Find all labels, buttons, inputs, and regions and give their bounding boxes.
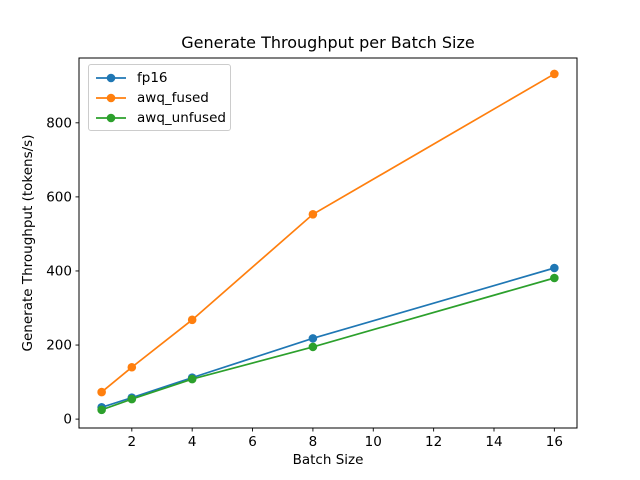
x-tick-label: 2	[128, 434, 137, 450]
legend-label: awq_unfused	[137, 110, 226, 126]
series-marker-awq_fused	[127, 362, 137, 372]
x-tick-label: 4	[188, 434, 197, 450]
y-tick-label: 800	[46, 115, 72, 131]
x-tick-label: 12	[425, 434, 442, 450]
legend: fp16 awq_fused awq_unfused	[88, 64, 231, 131]
legend-sample-marker	[106, 93, 116, 103]
series-marker-fp16	[308, 334, 318, 343]
series-marker-fp16	[550, 263, 559, 273]
x-tick-label: 14	[485, 434, 502, 450]
legend-swatch-line-marker-icon	[96, 93, 126, 103]
series-marker-awq_fused	[187, 315, 197, 325]
x-axis-label: Batch Size	[292, 452, 364, 468]
series-marker-awq_unfused	[550, 273, 559, 283]
plot-border	[78, 57, 578, 429]
x-tick-label: 10	[365, 434, 382, 450]
legend-label: awq_fused	[137, 90, 209, 106]
y-axis-label: Generate Throughput (tokens/s)	[20, 134, 36, 352]
legend-item: awq_fused	[93, 88, 224, 108]
series-line-awq_unfused	[100, 277, 556, 411]
series-marker-awq_unfused	[97, 405, 106, 415]
y-tick-label: 600	[46, 189, 72, 205]
series-marker-awq_fused	[97, 387, 106, 397]
legend-sample-marker	[106, 113, 116, 123]
series-marker-awq_unfused	[308, 342, 318, 352]
x-tick-label: 8	[309, 434, 318, 450]
legend-swatch-line-marker-icon	[96, 113, 126, 123]
chart-title: Generate Throughput per Batch Size	[181, 33, 475, 52]
series-marker-awq_unfused	[187, 374, 197, 384]
y-tick-label: 200	[46, 338, 72, 354]
x-tick-label: 16	[546, 434, 563, 450]
legend-swatch-line-marker-icon	[96, 73, 126, 83]
legend-label: fp16	[137, 70, 168, 86]
y-tick-label: 0	[63, 412, 72, 428]
y-tick-label: 400	[46, 263, 72, 279]
series-marker-awq_fused	[550, 69, 559, 79]
legend-item: fp16	[93, 68, 224, 88]
series-marker-awq_fused	[308, 209, 318, 219]
x-tick-label: 6	[248, 434, 257, 450]
legend-item: awq_unfused	[93, 108, 226, 128]
legend-sample-marker	[106, 73, 116, 83]
series-marker-awq_unfused	[127, 394, 137, 404]
